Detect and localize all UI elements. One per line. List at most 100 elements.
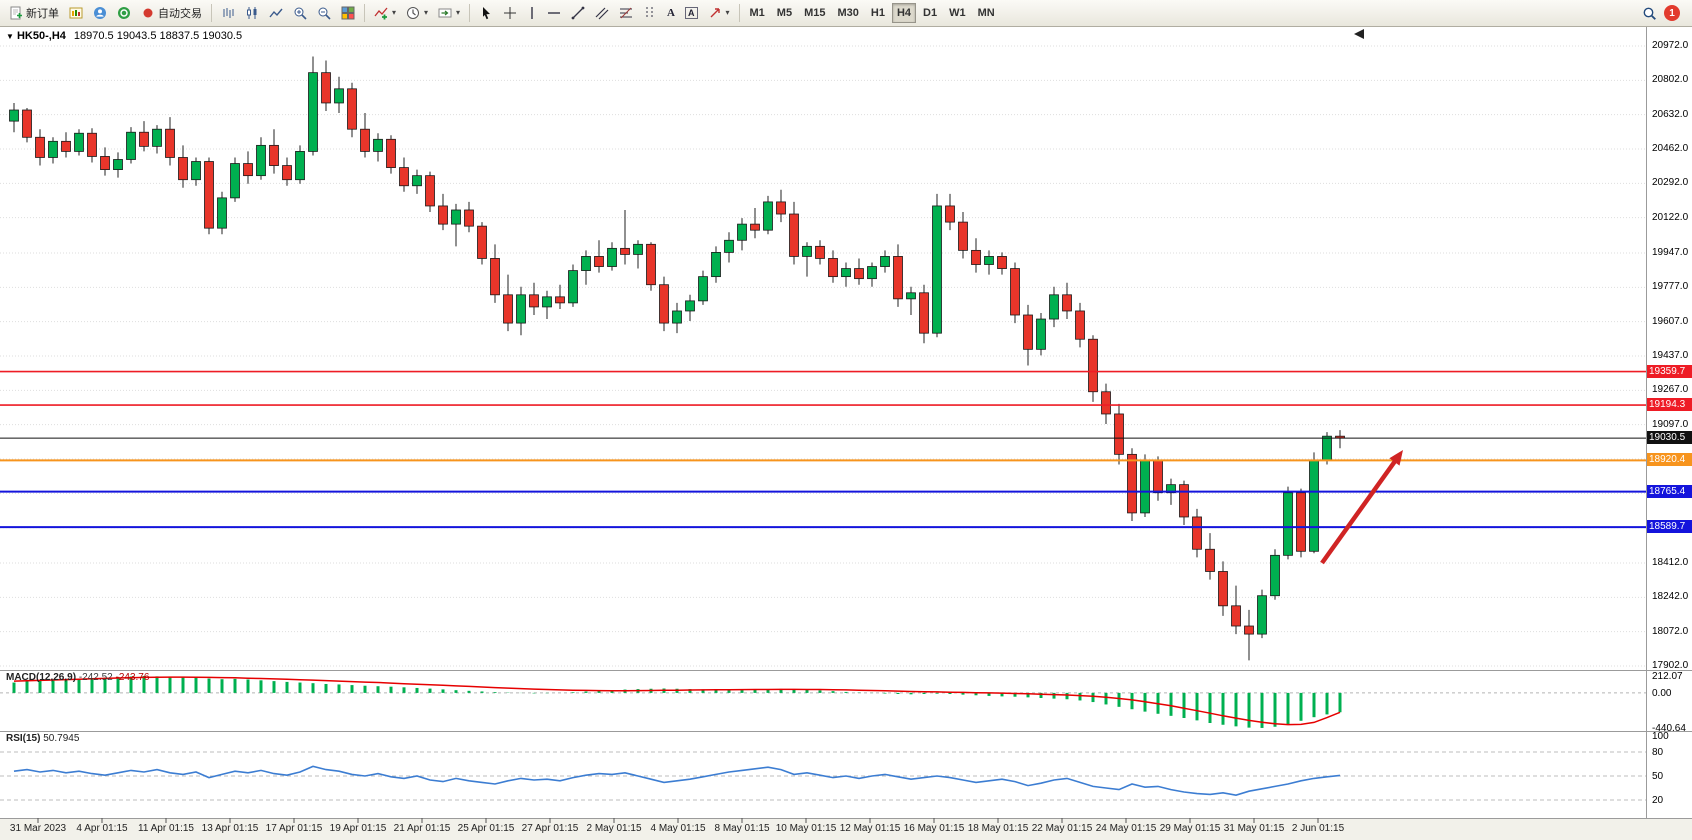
candle: [191, 161, 201, 181]
candle: [854, 268, 864, 280]
candle: [295, 151, 305, 181]
trendline-tool-button[interactable]: [567, 3, 589, 23]
timeframe-button-w1[interactable]: W1: [944, 3, 971, 23]
trend-arrow[interactable]: [1320, 455, 1400, 565]
new-order-button[interactable]: 新订单: [5, 3, 63, 23]
vertical-line-tool-button[interactable]: [523, 3, 541, 23]
indicators-button[interactable]: ▾: [370, 3, 400, 23]
candle: [490, 258, 500, 296]
price-axis-label: 20292.0: [1652, 177, 1689, 189]
channel-tool-button[interactable]: [591, 3, 613, 23]
zoom-out-icon: [318, 7, 331, 20]
zoom-in-button[interactable]: [289, 3, 311, 23]
toolbar-separator: [738, 4, 740, 22]
text-label-tool-button[interactable]: A: [681, 3, 702, 23]
candle: [1218, 571, 1228, 607]
time-axis-label: 2 Jun 01:15: [1291, 823, 1345, 834]
price-axis-label: 20972.0: [1652, 40, 1689, 51]
candle: [1075, 310, 1085, 340]
arrow-shape-icon: [710, 8, 720, 18]
new-chart-button[interactable]: [65, 3, 87, 23]
timeframe-button-m1[interactable]: M1: [745, 3, 770, 23]
candle: [217, 197, 227, 229]
candle: [243, 163, 253, 177]
channel-icon: [595, 7, 609, 20]
candle: [581, 256, 591, 271]
profile-button[interactable]: [89, 3, 111, 23]
price-axis-label: 19267.0: [1652, 384, 1689, 396]
arrows-tool-button[interactable]: ▾: [704, 3, 734, 23]
candle: [763, 201, 773, 231]
macd-axis-label: -440.64: [1652, 723, 1686, 734]
tile-windows-button[interactable]: [337, 3, 359, 23]
time-axis: [0, 819, 1692, 840]
timeframe-toolbar: M1 M5 M15 M30 H1 H4 D1 W1 MN: [744, 3, 1001, 23]
candle: [1140, 460, 1150, 514]
time-axis-label: 21 Apr 01:15: [393, 823, 451, 834]
time-axis-label: 25 Apr 01:15: [457, 823, 515, 834]
candle: [425, 175, 435, 207]
candle: [724, 239, 734, 253]
bar-chart-mode-button[interactable]: [217, 3, 239, 23]
timeframe-button-m5[interactable]: M5: [772, 3, 797, 23]
community-button[interactable]: [113, 3, 135, 23]
candle: [204, 161, 214, 229]
timeframe-button-mn[interactable]: MN: [973, 3, 1000, 23]
macd-axis-label: 212.07: [1652, 671, 1683, 682]
price-axis-label: 20122.0: [1652, 211, 1689, 223]
candle: [412, 175, 422, 187]
candle: [932, 205, 942, 334]
templates-button[interactable]: ▾: [434, 3, 464, 23]
candle: [1257, 595, 1267, 635]
candlestick-mode-button[interactable]: [241, 3, 263, 23]
chevron-down-icon: ▾: [725, 8, 730, 17]
candle: [750, 223, 760, 231]
candle: [828, 258, 838, 278]
candle: [633, 243, 643, 255]
candle: [711, 251, 721, 278]
chart-shift-marker[interactable]: [1354, 29, 1364, 39]
candle: [672, 310, 682, 324]
candle: [1101, 391, 1111, 415]
symbol-dropdown-icon[interactable]: ▼: [6, 32, 14, 41]
time-axis-label: 4 May 01:15: [650, 823, 706, 834]
price-badge-18589.7: 18589.7: [1647, 520, 1692, 534]
candle: [971, 249, 981, 265]
line-chart-mode-button[interactable]: [265, 3, 287, 23]
timeframe-button-h4[interactable]: H4: [891, 3, 917, 23]
candle: [178, 157, 188, 181]
rsi-axis-label: 100: [1652, 731, 1669, 742]
macd-title: MACD(12,26,9): [6, 672, 77, 683]
cycle-lines-tool-button[interactable]: [639, 3, 661, 23]
timeframe-button-d1[interactable]: D1: [918, 3, 942, 23]
bar-chart-icon: [223, 8, 234, 18]
cursor-icon: [483, 7, 491, 20]
zoom-out-button[interactable]: [313, 3, 335, 23]
candle: [74, 132, 84, 152]
notification-badge[interactable]: 1: [1664, 5, 1680, 21]
candle: [477, 225, 487, 259]
autotrading-button[interactable]: 自动交易: [137, 3, 206, 23]
periods-button[interactable]: ▾: [402, 3, 432, 23]
fibonacci-icon: [620, 7, 633, 19]
cursor-tool-button[interactable]: [475, 3, 497, 23]
timeframe-button-m30[interactable]: M30: [832, 3, 863, 23]
candle: [1270, 554, 1280, 597]
crosshair-tool-button[interactable]: [499, 3, 521, 23]
candlestick-icon: [247, 7, 257, 19]
horizontal-line-tool-button[interactable]: [543, 3, 565, 23]
search-button[interactable]: [1638, 3, 1661, 23]
candle: [22, 109, 32, 138]
horizontal-line-icon: [548, 12, 561, 14]
timeframe-button-m15[interactable]: M15: [799, 3, 830, 23]
timeframe-button-h1[interactable]: H1: [866, 3, 890, 23]
text-label-icon: A: [685, 7, 698, 19]
macd-label: MACD(12,26,9) -242.52 -243.76: [6, 672, 149, 683]
time-axis-label: 29 May 01:15: [1159, 823, 1221, 834]
candle: [321, 72, 331, 104]
fibonacci-tool-button[interactable]: [615, 3, 637, 23]
candle: [607, 247, 617, 267]
text-tool-button[interactable]: A: [663, 3, 679, 23]
macd-value: -242.52: [78, 672, 113, 683]
